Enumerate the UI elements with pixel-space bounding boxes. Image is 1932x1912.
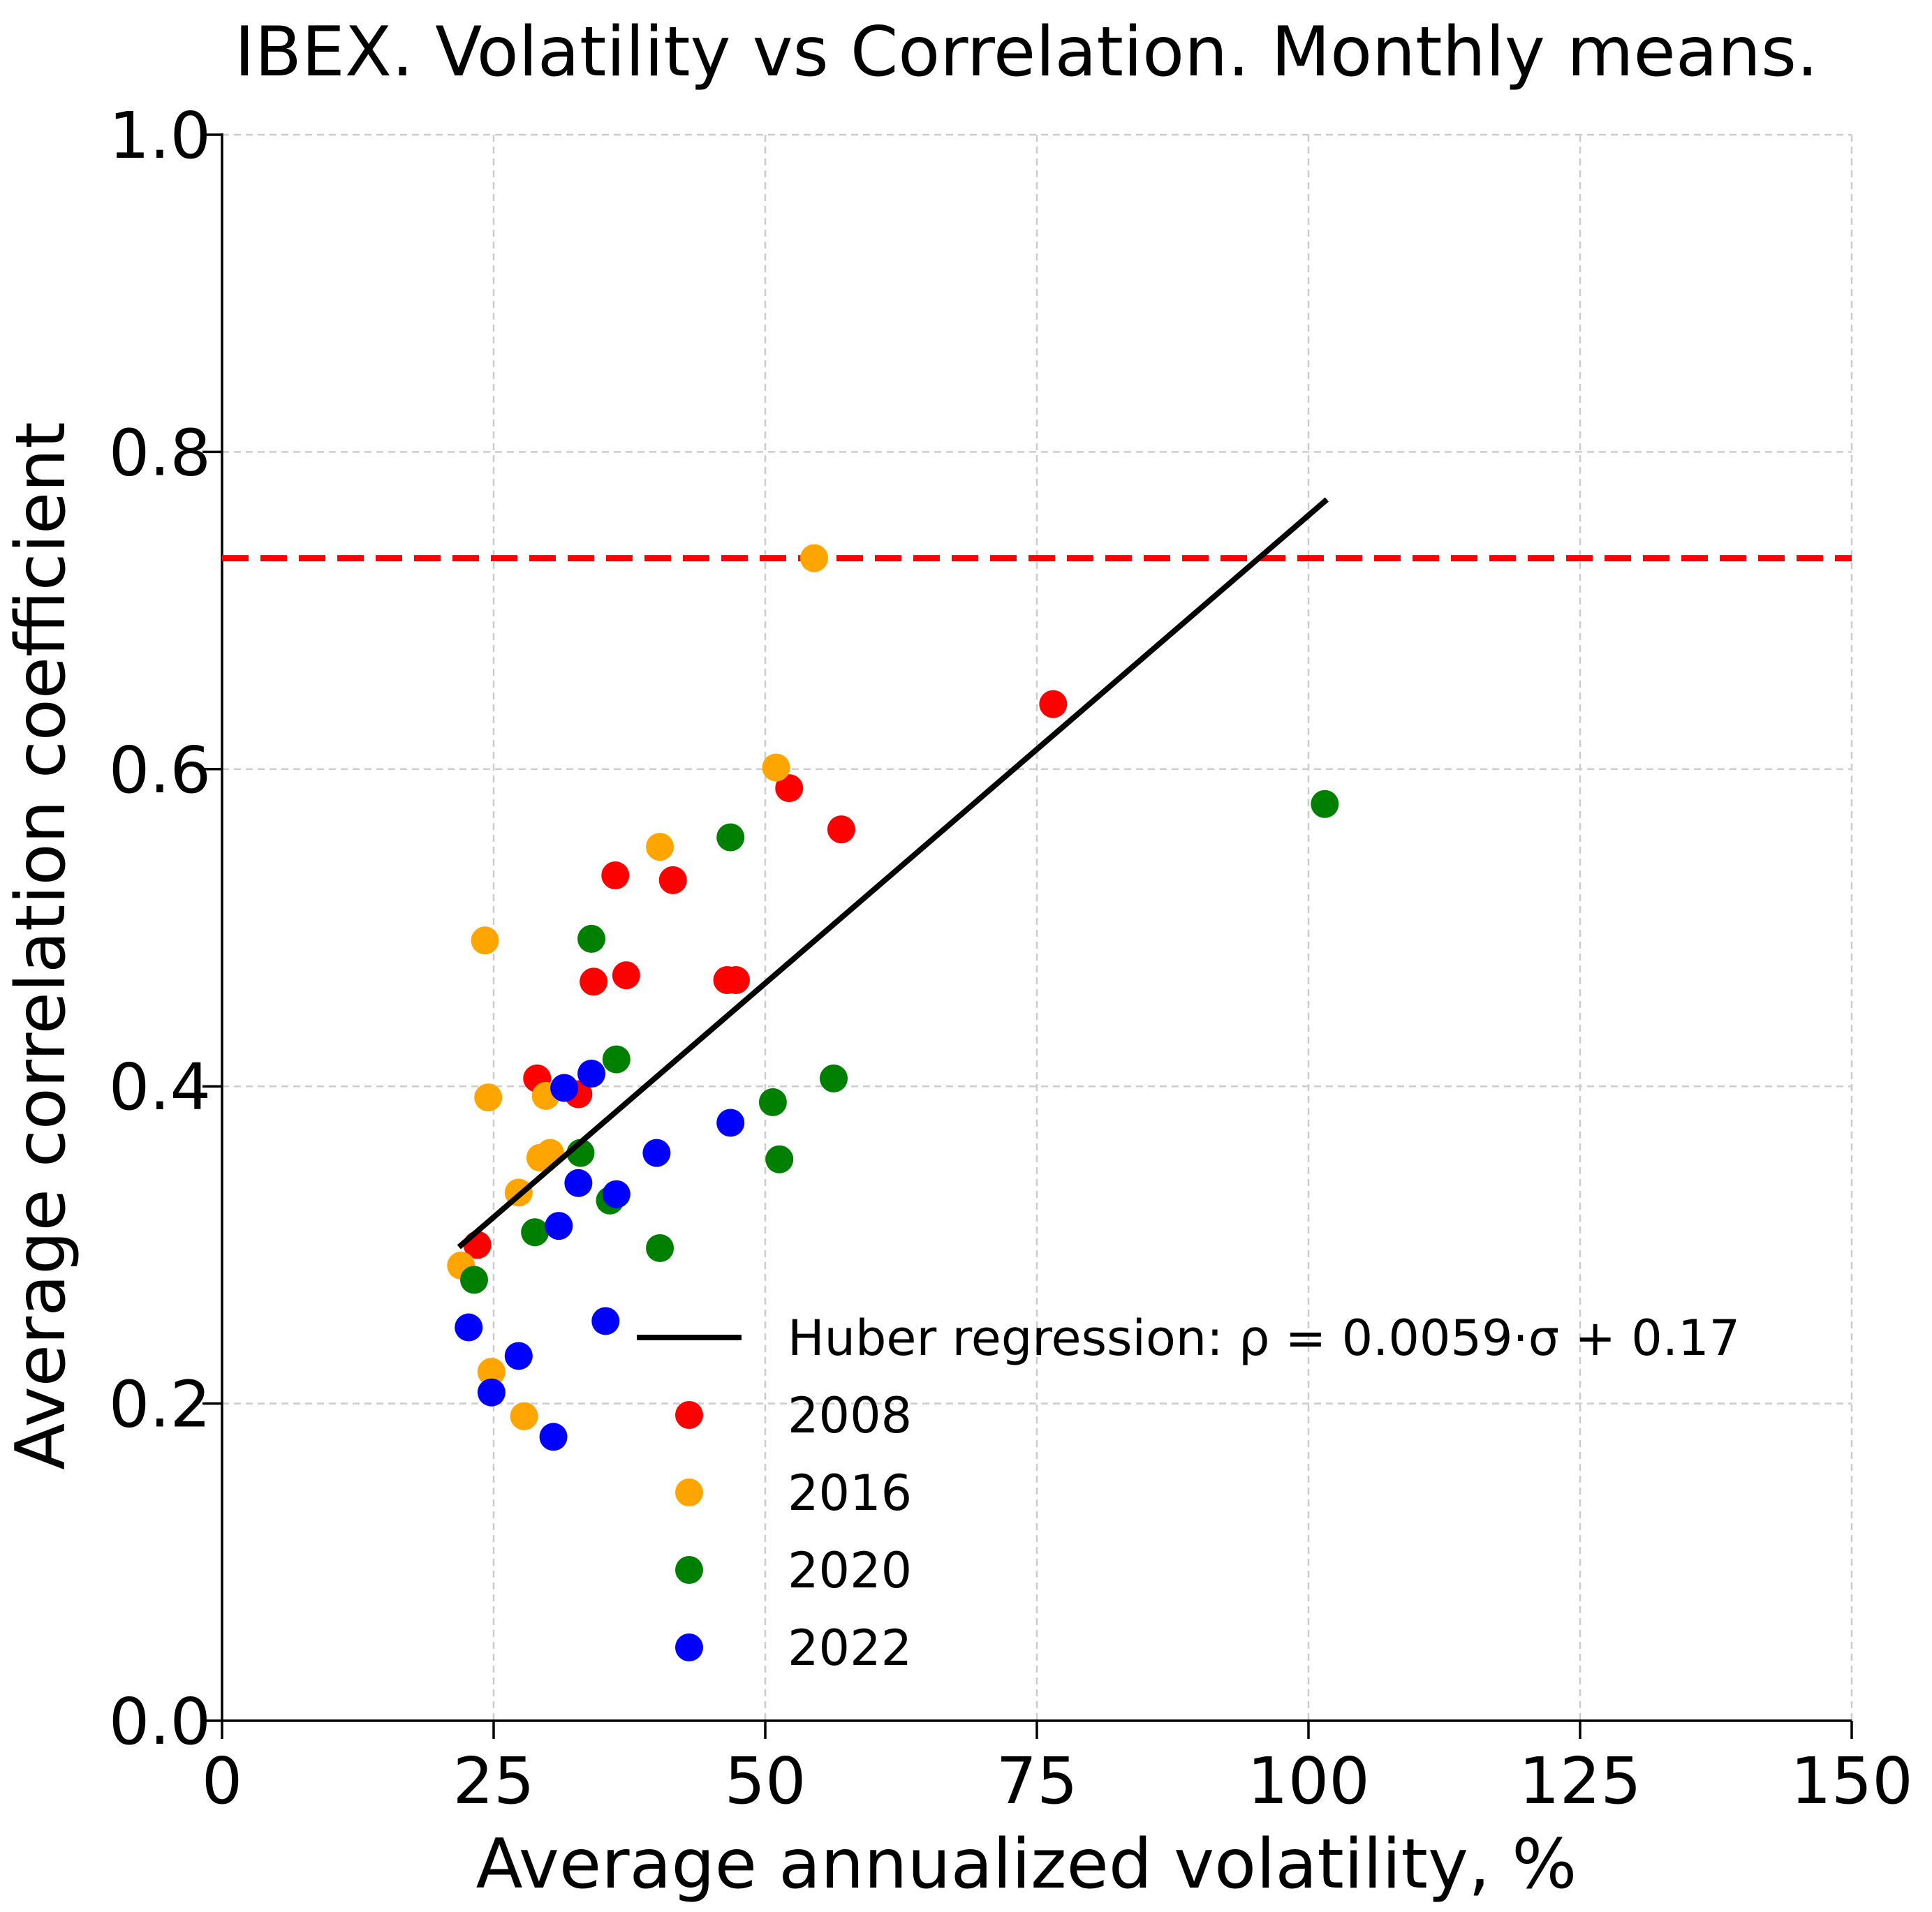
y-tick-label: 0.0 [109,1684,211,1759]
legend-marker-2020 [675,1556,703,1584]
x-tick-label: 50 [724,1744,806,1818]
data-point-2022 [504,1342,533,1370]
legend-marker-2016 [675,1479,703,1506]
legend-regression-label: Huber regression: ρ = 0.0059·σ + 0.17 [788,1310,1740,1367]
legend-label-2016: 2016 [788,1465,912,1522]
data-point-2022 [602,1180,631,1208]
data-point-2022 [550,1074,579,1102]
data-point-2020 [758,1088,787,1116]
data-point-2016 [510,1402,538,1430]
data-point-2022 [577,1060,606,1088]
data-point-2020 [602,1045,631,1074]
data-point-2008 [612,961,640,990]
legend-label-2022: 2022 [788,1620,912,1677]
data-point-2022 [455,1313,483,1342]
y-tick-label: 0.8 [109,415,211,490]
legend-marker-2022 [675,1633,703,1661]
data-point-2016 [800,544,829,572]
grid [221,133,1853,1722]
data-point-2020 [716,823,745,852]
data-point-2016 [474,1083,503,1112]
data-point-2016 [762,753,790,782]
data-point-2022 [642,1139,671,1167]
data-point-2020 [1311,790,1339,818]
x-tick-label: 150 [1790,1744,1913,1818]
y-tick-label: 0.4 [109,1050,211,1125]
data-point-2020 [459,1266,488,1294]
data-point-2020 [765,1145,794,1173]
regression-line [457,497,1329,1250]
legend: Huber regression: ρ = 0.0059·σ + 0.17 200… [637,1310,1740,1677]
data-point-2016 [477,1358,506,1386]
x-tick-label: 0 [202,1744,243,1818]
data-point-2008 [775,774,804,803]
data-point-2008 [658,866,687,894]
data-point-2016 [471,926,499,955]
data-point-2020 [577,924,606,953]
x-tick-label: 100 [1247,1744,1370,1818]
data-points [447,544,1339,1451]
data-point-2008 [721,965,750,994]
chart-title: IBEX. Volatility vs Correlation. Monthly… [235,13,1818,92]
legend-label-2020: 2020 [788,1542,912,1599]
data-point-2022 [564,1169,593,1197]
data-point-2022 [539,1423,568,1451]
data-point-2020 [820,1064,848,1092]
y-axis-title: Average correlation coefficient [1,422,81,1469]
legend-marker-2008 [675,1401,703,1429]
data-point-2022 [716,1109,745,1137]
data-point-2022 [545,1212,573,1240]
data-point-2020 [521,1218,550,1247]
x-tick-label: 125 [1519,1744,1642,1818]
y-tick-label: 1.0 [109,98,211,173]
x-tick-label: 25 [452,1744,534,1818]
data-point-2022 [591,1307,620,1335]
regression-group [457,497,1329,1250]
x-tick-label: 75 [996,1744,1077,1818]
data-point-2008 [601,861,630,890]
data-point-2022 [477,1378,506,1407]
data-point-2008 [1039,690,1068,718]
x-axis-title: Average annualized volatility, % [476,1825,1577,1904]
axes: 0 25 50 75 100 125 150 0.0 0.2 0.4 0.6 0.8 1.0 [109,98,1913,1818]
data-point-2008 [580,968,608,996]
legend-label-2008: 2008 [788,1387,912,1444]
y-tick-label: 0.2 [109,1368,211,1442]
data-point-2020 [646,1233,674,1262]
y-tick-label: 0.6 [109,733,211,808]
data-point-2008 [827,815,855,844]
data-point-2016 [646,833,674,861]
